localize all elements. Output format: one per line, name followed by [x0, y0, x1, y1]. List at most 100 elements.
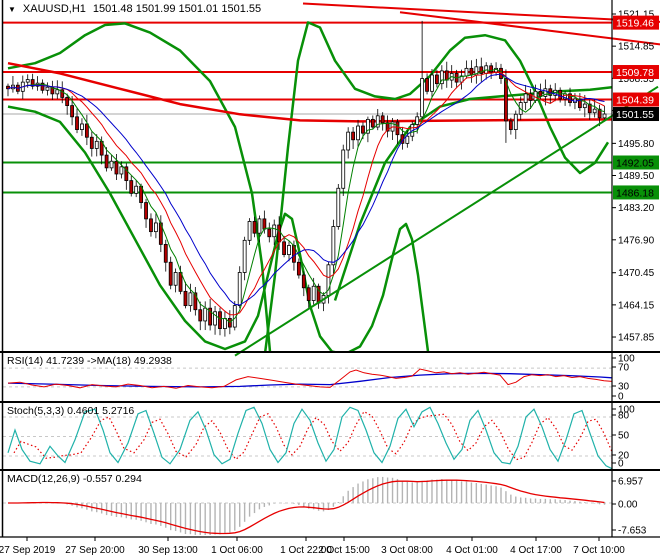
candle-body: [75, 116, 79, 130]
rsi-scale-label: 30: [618, 382, 630, 393]
time-tick-label[interactable]: 1 Oct 22:00: [280, 545, 332, 556]
candle-body: [380, 115, 385, 124]
rsi-panel[interactable]: [3, 367, 612, 389]
rsi-scale-label: 70: [618, 363, 630, 374]
indicator-curve-2: [7, 105, 430, 352]
price-badge: [613, 155, 659, 170]
price-badge: [613, 185, 659, 200]
candle-body: [193, 292, 198, 311]
candle-body: [296, 261, 301, 276]
candle-body: [163, 244, 168, 263]
trendline-1[interactable]: [399, 11, 660, 46]
price-tick-label: 1508.55: [618, 74, 655, 85]
symbol-dropdown-icon[interactable]: ▼: [8, 4, 16, 14]
candle-body: [543, 88, 548, 97]
candle-body: [89, 136, 94, 149]
price-badge: [613, 92, 659, 107]
time-tick-label[interactable]: 1 Oct 06:00: [211, 545, 263, 556]
candle-body: [124, 166, 129, 182]
candle-body: [351, 131, 356, 141]
candle-body: [420, 78, 425, 118]
price-badge: [613, 15, 659, 30]
price-badge-label: 1519.46: [616, 18, 654, 30]
time-tick-label[interactable]: 3 Oct 08:00: [381, 545, 433, 556]
candle-body: [311, 285, 316, 301]
candle-body: [306, 287, 311, 301]
candle-body: [504, 78, 508, 122]
candle-body: [257, 218, 262, 234]
candle-body: [153, 222, 158, 233]
time-tick-label[interactable]: 27 Sep 20:00: [65, 545, 125, 556]
candle-body: [568, 93, 572, 103]
candle-body: [582, 103, 587, 109]
candle-body: [508, 120, 513, 130]
candle-body: [114, 160, 119, 175]
candle-body: [587, 103, 592, 114]
stoch-d-line: [13, 410, 612, 464]
chart-title: ▼ XAUUSD,H1 1501.48 1501.99 1501.01 1501…: [8, 3, 261, 15]
candle-body: [213, 311, 217, 326]
candle-body: [80, 123, 84, 130]
candle-body: [188, 292, 193, 307]
trendline-2[interactable]: [234, 85, 659, 357]
candle-body: [104, 154, 109, 169]
symbol-timeframe-label: XAUUSD,H1: [22, 3, 86, 15]
rsi-signal-line: [7, 372, 612, 388]
candle-body: [119, 166, 124, 175]
price-tick-label: 1464.15: [618, 300, 655, 311]
candle-body: [370, 118, 375, 128]
candle-body: [94, 140, 99, 149]
time-tick-label[interactable]: 4 Oct 01:00: [446, 545, 498, 556]
candle-body: [40, 82, 45, 91]
candle-body: [218, 311, 222, 329]
candle-body: [415, 116, 420, 125]
price-tick-label: 1476.90: [618, 235, 655, 246]
candle-body: [144, 202, 148, 220]
candle-body: [223, 317, 227, 329]
candle-body: [272, 224, 277, 238]
candle-body: [435, 74, 439, 85]
candle-body: [602, 113, 607, 119]
time-tick-label[interactable]: 7 Oct 10:00: [573, 545, 625, 556]
price-tick-label: 1489.50: [618, 171, 655, 182]
price-badge-label: 1504.39: [616, 95, 654, 107]
candle-body: [198, 309, 203, 322]
candle-body: [464, 67, 469, 77]
ohlc-readout: 1501.48 1501.99 1501.01 1501.55: [92, 3, 262, 15]
stoch-panel[interactable]: [3, 406, 612, 470]
candle-body: [70, 105, 74, 118]
candle-body: [247, 221, 252, 241]
candle-body: [183, 290, 188, 307]
candle-body: [577, 98, 582, 109]
candle-body: [208, 307, 213, 326]
candle-body: [109, 160, 114, 169]
time-tick-label[interactable]: 2 Oct 15:00: [318, 545, 370, 556]
time-tick-label[interactable]: 30 Sep 13:00: [138, 545, 198, 556]
time-tick-label[interactable]: 4 Oct 17:00: [510, 545, 562, 556]
candle-body: [479, 66, 484, 74]
stoch-scale-label: 80: [618, 411, 630, 422]
stoch-scale-label: 0: [618, 459, 624, 470]
candle-body: [439, 70, 444, 85]
candle-body: [173, 272, 178, 286]
ma-line-10: [7, 71, 605, 316]
candle-body: [203, 307, 208, 322]
time-tick-label[interactable]: 27 Sep 2019: [0, 545, 56, 556]
macd-signal-line: [8, 479, 605, 535]
price-axis[interactable]: 1521.151514.851508.551502.251495.801489.…: [0, 10, 659, 557]
price-tick-label: 1457.85: [618, 333, 655, 344]
candle-body: [444, 70, 449, 81]
candle-body: [405, 135, 410, 144]
rsi-main-line: [7, 368, 612, 389]
candle-body: [489, 65, 494, 73]
macd-panel[interactable]: [3, 476, 612, 535]
macd-scale-label: -7.653: [618, 526, 647, 537]
price-tick-label: 1495.80: [618, 139, 655, 150]
candle-body: [55, 89, 60, 95]
main-chart-panel[interactable]: [3, 20, 612, 377]
trendline-0[interactable]: [302, 2, 660, 23]
candle-body: [282, 241, 286, 256]
candle-body: [361, 125, 365, 134]
